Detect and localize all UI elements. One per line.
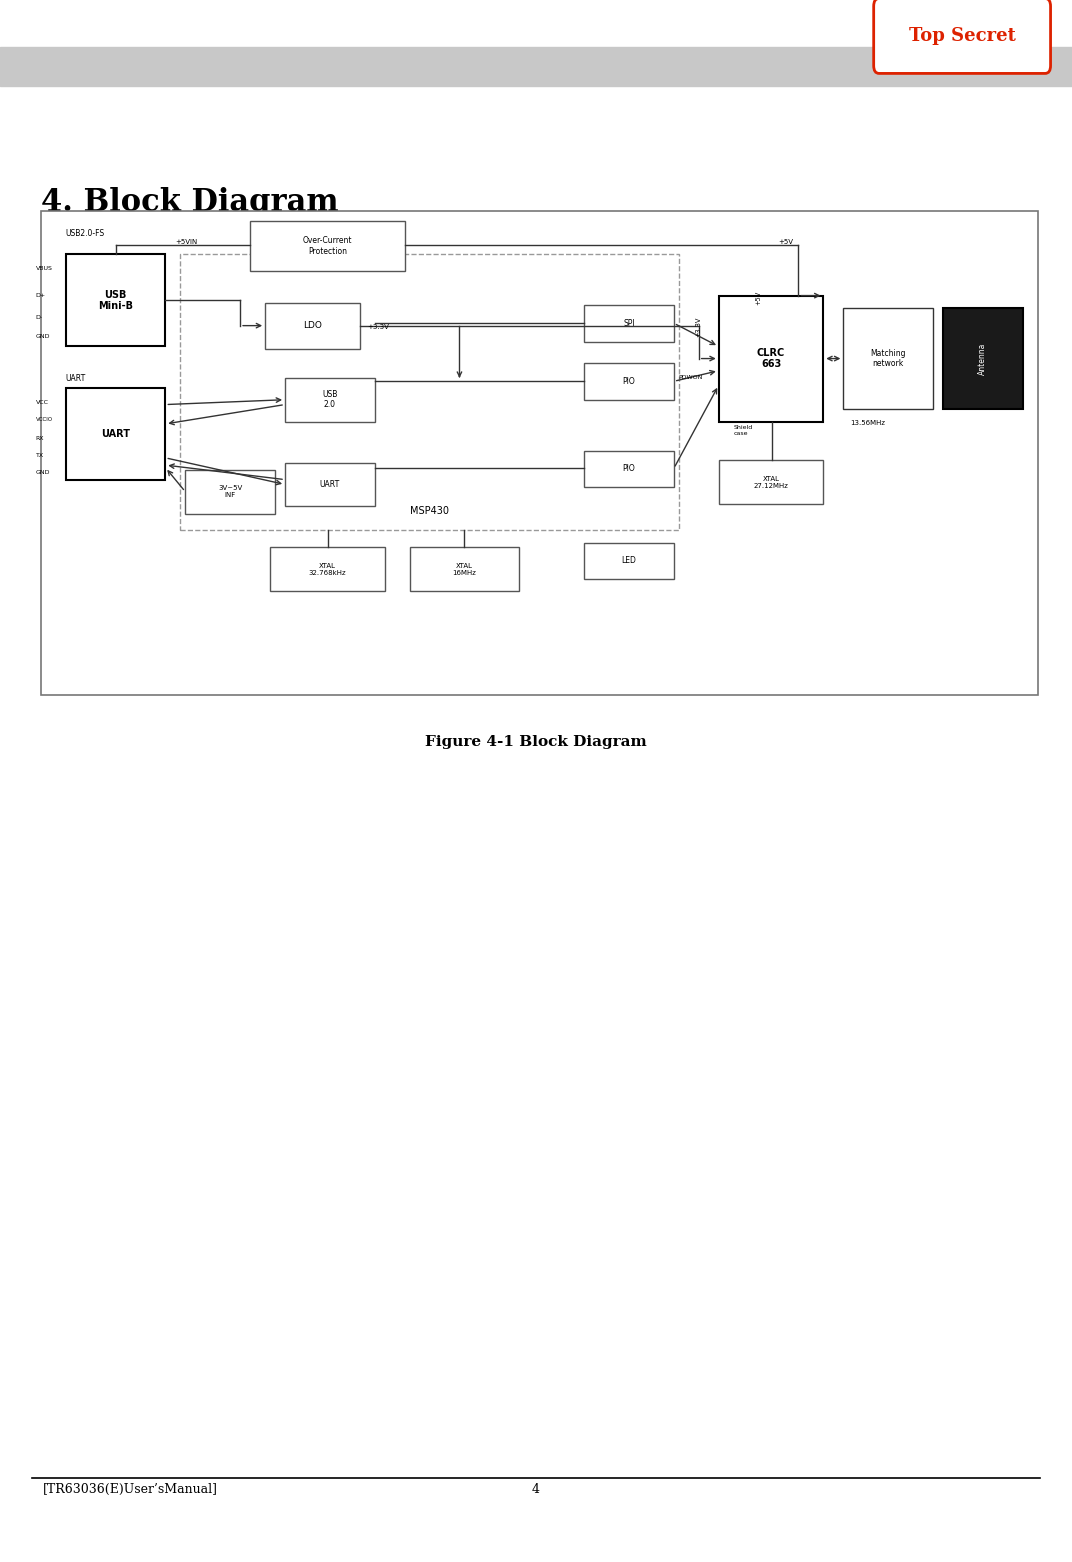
Text: 4: 4 [532,1484,540,1496]
Bar [285,462,375,506]
Bar [65,387,165,480]
Bar [270,547,385,590]
Text: UART: UART [65,373,86,383]
Text: XTAL
27.12MHz: XTAL 27.12MHz [754,475,788,489]
Text: PIO: PIO [623,464,636,473]
Text: XTAL
16MHz: XTAL 16MHz [452,562,476,576]
FancyBboxPatch shape [874,0,1051,73]
Bar [410,547,519,590]
Text: VCCIO: VCCIO [35,417,53,422]
Text: PIO: PIO [623,376,636,386]
Text: Matching
network: Matching network [870,348,906,369]
Text: 13.56MHz: 13.56MHz [851,420,885,426]
Bar [185,470,276,514]
Text: TX: TX [35,453,44,458]
Text: USB
2.0: USB 2.0 [323,390,338,409]
Text: D+: D+ [35,294,46,298]
Text: Antenna: Antenna [979,342,987,375]
Bar [180,255,679,531]
Text: CLRC
663: CLRC 663 [757,348,785,369]
Text: GND: GND [35,334,50,339]
Bar [65,255,165,347]
Bar [584,450,674,487]
Text: VBUS: VBUS [35,267,53,272]
Text: Figure 4-1 Block Diagram: Figure 4-1 Block Diagram [426,736,646,748]
Text: USB2.0-FS: USB2.0-FS [65,228,105,237]
Text: Shield
case: Shield case [733,425,753,436]
Text: LDO: LDO [303,322,322,331]
Text: UART: UART [319,480,340,489]
Text: PDWON: PDWON [679,375,703,381]
Text: GND: GND [35,470,50,475]
Text: MSP430: MSP430 [411,506,449,515]
Text: Top Secret: Top Secret [909,27,1015,45]
Bar [844,308,933,409]
Bar [584,305,674,342]
Bar [718,295,823,422]
Text: Over-Current
Protection: Over-Current Protection [302,236,352,256]
Text: +3.3V: +3.3V [368,323,389,330]
Text: XTAL
32.768kHz: XTAL 32.768kHz [309,562,346,576]
Text: [TR63036(E)User’sManual]: [TR63036(E)User’sManual] [43,1484,218,1496]
Text: +5V: +5V [778,239,793,245]
Bar [250,220,404,272]
Bar [265,303,360,348]
Text: SPI: SPI [623,319,635,328]
Text: D-: D- [35,316,43,320]
Text: RX: RX [35,436,44,440]
Bar [943,308,1023,409]
Text: VCC: VCC [35,400,48,405]
Bar [718,461,823,505]
Text: 3V~5V
INF: 3V~5V INF [218,486,242,498]
Text: LED: LED [622,556,637,565]
Bar [41,211,1038,695]
Text: +5VIN: +5VIN [176,239,197,245]
Text: +3.3V: +3.3V [696,317,702,337]
Text: USB
Mini-B: USB Mini-B [98,289,133,311]
Text: UART: UART [101,428,130,439]
Bar [584,364,674,400]
Bar [285,378,375,422]
Text: 4. Block Diagram: 4. Block Diagram [41,187,339,219]
Text: +5V: +5V [756,291,761,305]
Bar [0,47,1072,86]
Bar [584,542,674,580]
